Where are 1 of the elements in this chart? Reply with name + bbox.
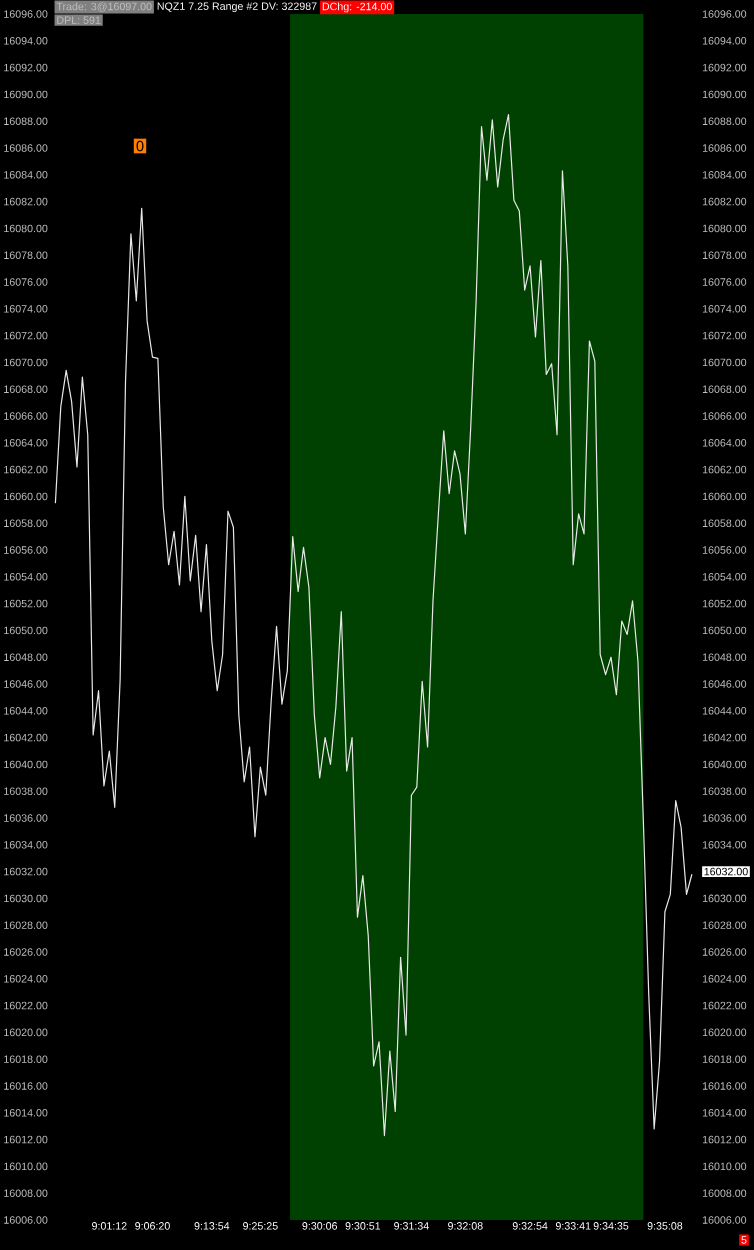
line-series	[54, 113, 693, 1137]
